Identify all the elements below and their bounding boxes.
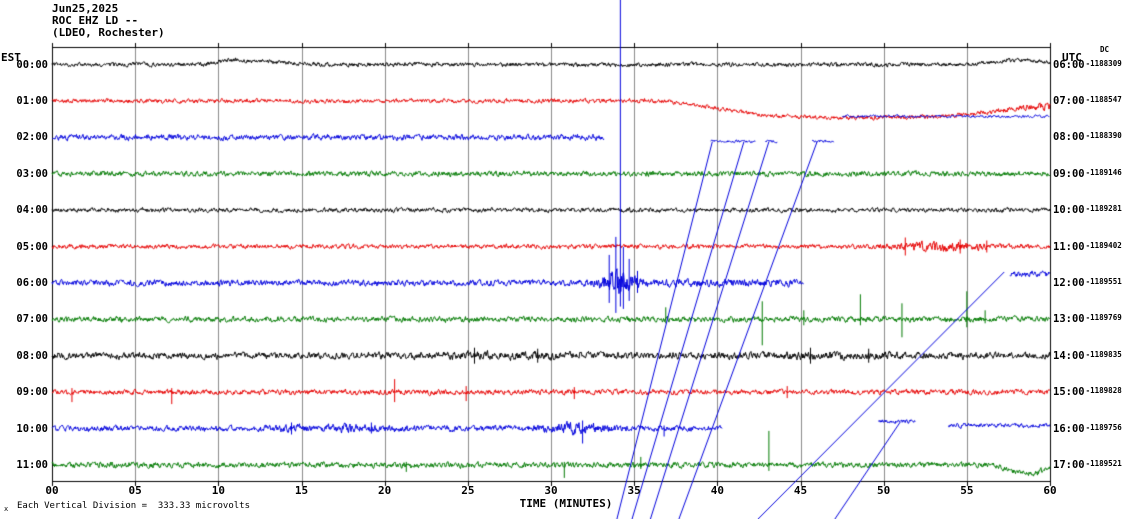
x-tick-label: 45 xyxy=(793,484,808,497)
utc-time-label: 14:00-1189835 xyxy=(1053,350,1122,363)
utc-time-label: 17:00-1189521 xyxy=(1053,459,1122,472)
dc-offset-header: DC xyxy=(1100,45,1110,54)
utc-time-label: 07:00-1188547 xyxy=(1053,95,1122,108)
utc-time-label: 16:00-1189756 xyxy=(1053,423,1122,436)
footer-scale-note: Each Vertical Division = 333.33 microvol… xyxy=(17,501,250,511)
x-axis-title: TIME (MINUTES) xyxy=(519,497,613,510)
utc-time-label: 15:00-1189828 xyxy=(1053,386,1122,399)
dc-offset-value: -1189146 xyxy=(1085,167,1122,177)
dc-offset-value: -1188309 xyxy=(1085,58,1122,68)
utc-time-label: 10:00-1189281 xyxy=(1053,204,1122,217)
est-time-label: 00:00 xyxy=(16,58,48,71)
utc-time-text: 10:00 xyxy=(1053,204,1085,217)
footer-scale-mark: x xyxy=(4,505,9,513)
utc-time-label: 11:00-1189402 xyxy=(1053,241,1122,254)
dc-offset-value: -1189521 xyxy=(1085,458,1122,468)
utc-time-text: 14:00 xyxy=(1053,349,1085,362)
dc-offset-value: -1189281 xyxy=(1085,204,1122,214)
utc-time-text: 16:00 xyxy=(1053,422,1085,435)
utc-time-text: 15:00 xyxy=(1053,386,1085,399)
x-tick-label: 55 xyxy=(960,484,974,497)
left-axis-label-est: EST xyxy=(1,51,21,64)
dc-offset-value: -1189835 xyxy=(1085,349,1122,359)
est-time-label: 11:00 xyxy=(16,458,48,471)
dc-offset-value: -1189551 xyxy=(1085,276,1122,286)
x-tick-label: 60 xyxy=(1043,484,1057,497)
header-station: ROC EHZ LD -- xyxy=(52,14,139,27)
x-tick-label: 20 xyxy=(378,484,392,497)
right-axis-label-utc: UTC xyxy=(1062,51,1082,64)
est-time-label: 04:00 xyxy=(16,204,48,217)
utc-time-label: 08:00-1188390 xyxy=(1053,131,1122,144)
est-time-label: 02:00 xyxy=(16,131,48,144)
utc-time-label: 09:00-1189146 xyxy=(1053,168,1122,181)
x-tick-label: 15 xyxy=(294,484,309,497)
dc-offset-value: -1188547 xyxy=(1085,94,1122,104)
est-time-label: 07:00 xyxy=(16,313,48,326)
header-location: (LDEO, Rochester) xyxy=(52,26,165,39)
utc-time-text: 12:00 xyxy=(1053,276,1085,289)
x-tick-label: 50 xyxy=(877,484,891,497)
est-time-label: 03:00 xyxy=(16,167,48,180)
header-date: Jun25,2025 xyxy=(52,2,119,15)
dc-offset-value: -1189402 xyxy=(1085,240,1122,250)
x-tick-label: 10 xyxy=(211,484,225,497)
utc-time-text: 13:00 xyxy=(1053,313,1085,326)
x-tick-label: 30 xyxy=(544,484,558,497)
utc-time-text: 08:00 xyxy=(1053,131,1085,144)
utc-time-text: 07:00 xyxy=(1053,94,1085,107)
utc-time-text: 17:00 xyxy=(1053,458,1085,471)
est-time-label: 05:00 xyxy=(16,240,48,253)
dc-offset-value: -1189828 xyxy=(1085,386,1122,396)
dc-offset-value: -1189769 xyxy=(1085,313,1122,323)
utc-time-label: 12:00-1189551 xyxy=(1053,277,1122,290)
utc-time-label: 06:00-1188309 xyxy=(1053,59,1122,72)
x-tick-label: 05 xyxy=(128,484,142,497)
dc-offset-value: -1189756 xyxy=(1085,422,1122,432)
utc-time-text: 11:00 xyxy=(1053,240,1085,253)
utc-time-label: 13:00-1189769 xyxy=(1053,313,1122,326)
x-tick-label: 00 xyxy=(45,484,59,497)
est-time-label: 10:00 xyxy=(16,422,48,435)
est-time-label: 08:00 xyxy=(16,349,48,362)
est-time-label: 01:00 xyxy=(16,94,48,107)
dc-offset-value: -1188390 xyxy=(1085,131,1122,141)
x-tick-label: 40 xyxy=(710,484,724,497)
utc-time-text: 06:00 xyxy=(1053,58,1085,71)
x-tick-label: 25 xyxy=(461,484,475,497)
est-time-label: 09:00 xyxy=(16,386,48,399)
est-time-label: 06:00 xyxy=(16,276,48,289)
utc-time-text: 09:00 xyxy=(1053,167,1085,180)
x-tick-label: 35 xyxy=(627,484,641,497)
